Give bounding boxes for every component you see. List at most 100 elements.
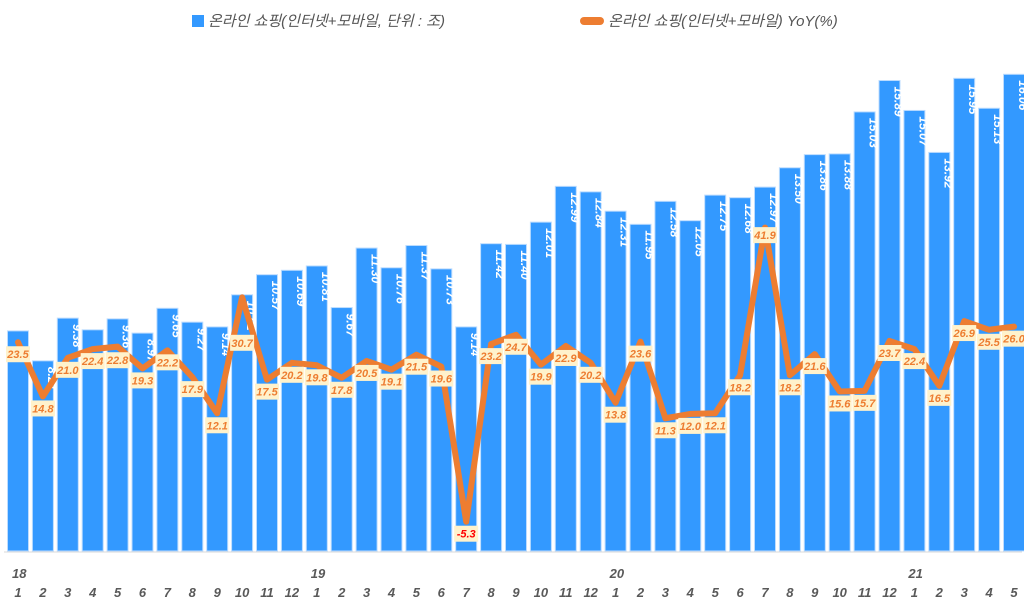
year-label: 21	[907, 566, 922, 581]
yoy-data-label: 15.6	[829, 398, 851, 410]
bar	[81, 329, 104, 552]
yoy-label-box	[279, 366, 304, 383]
bar-data-label: 11.95	[643, 230, 657, 259]
x-tick-label: 9	[214, 585, 222, 600]
yoy-label-box	[553, 349, 578, 366]
bar	[853, 111, 876, 552]
x-tick-label: 8	[487, 585, 495, 600]
x-tick-label: 5	[712, 585, 720, 600]
legend-item-line: 온라인 쇼핑(인터넷+모바일) YoY(%)	[580, 10, 838, 31]
bar	[106, 318, 129, 552]
x-tick-label: 11	[858, 585, 872, 600]
bar	[380, 267, 403, 552]
bar	[256, 274, 278, 552]
x-tick-label: 4	[686, 585, 695, 600]
yoy-data-label: 11.3	[655, 425, 676, 437]
yoy-label-box	[105, 352, 130, 369]
yoy-label-box	[628, 345, 653, 362]
yoy-data-label: 18.2	[729, 382, 750, 394]
bar-data-label: 15.89	[892, 87, 906, 117]
bar-data-label: 9.36	[120, 325, 134, 349]
bar-data-label: 15.03	[867, 118, 881, 148]
yoy-data-label: 22.8	[106, 355, 129, 367]
yoy-data-label: 19.6	[431, 374, 453, 386]
x-tick-label: 6	[438, 585, 446, 600]
yoy-label-box	[777, 379, 802, 396]
x-tick-label: 12	[882, 585, 897, 600]
bar-data-label: 15.95	[966, 84, 980, 114]
bar-data-label: 12.84	[593, 198, 607, 228]
yoy-label-box	[653, 422, 678, 439]
bar-data-label: 12.99	[568, 192, 582, 222]
yoy-label-box	[703, 417, 728, 434]
legend: 온라인 쇼핑(인터넷+모바일, 단위 : 조) 온라인 쇼핑(인터넷+모바일) …	[0, 6, 1024, 32]
x-tick-label: 8	[189, 585, 197, 600]
bar-data-label: 12.97	[767, 193, 781, 224]
x-tick-label: 4	[387, 585, 396, 600]
yoy-data-label: 14.8	[32, 403, 54, 415]
yoy-data-label: 23.7	[878, 348, 901, 360]
yoy-data-label: 12.0	[680, 421, 702, 433]
bar-data-label: 10.81	[319, 272, 333, 302]
yoy-data-label: 17.9	[182, 384, 204, 396]
bar	[754, 186, 776, 552]
bar	[928, 151, 951, 552]
bar-data-label: 10.76	[394, 274, 408, 304]
yoy-data-label: 20.2	[280, 370, 302, 382]
x-tick-label: 2	[337, 585, 346, 600]
yoy-data-label: 24.7	[504, 342, 527, 354]
legend-item-bars: 온라인 쇼핑(인터넷+모바일, 단위 : 조)	[192, 10, 445, 31]
bar-data-label: 13.92	[941, 158, 955, 188]
bar-data-label: 15.07	[916, 116, 930, 147]
x-tick-label: 10	[235, 585, 250, 600]
bar	[206, 326, 229, 552]
bar	[953, 77, 976, 552]
yoy-data-label: 15.7	[854, 398, 876, 410]
yoy-label-box	[205, 417, 230, 434]
yoy-data-label: 19.1	[381, 377, 402, 389]
x-tick-label: 4	[984, 585, 993, 600]
x-tick-label: 2	[636, 585, 645, 600]
yoy-data-label: 19.8	[306, 372, 328, 384]
bar-data-label: 12.58	[667, 207, 681, 237]
bar	[704, 194, 727, 552]
x-tick-label: 1	[911, 585, 918, 600]
yoy-label-box	[255, 383, 279, 400]
yoy-label-box	[504, 338, 528, 355]
x-tick-label: 4	[88, 585, 97, 600]
yoy-data-label: 22.4	[903, 356, 925, 368]
x-tick-label: 6	[736, 585, 744, 600]
yoy-label-box	[1002, 330, 1024, 347]
yoy-label-box	[852, 394, 877, 411]
yoy-data-label: 21.5	[405, 362, 428, 374]
yoy-data-label: 12.1	[704, 420, 725, 432]
yoy-label-box	[877, 344, 902, 361]
bar-data-label: 9.14	[468, 333, 482, 357]
bar	[878, 80, 901, 552]
yoy-data-label: 23.5	[6, 349, 29, 361]
x-tick-label: 12	[583, 585, 598, 600]
yoy-data-label: 20.2	[579, 370, 601, 382]
bar-data-label: 15.13	[991, 114, 1005, 144]
x-tick-label: 5	[114, 585, 122, 600]
yoy-label-box	[230, 334, 255, 351]
x-tick-label: 3	[363, 585, 371, 600]
bar-data-label: 11.37	[418, 251, 432, 281]
x-tick-label: 3	[64, 585, 72, 600]
bar	[828, 153, 851, 552]
x-tick-label: 1	[14, 585, 21, 600]
bar	[330, 307, 353, 552]
bar	[903, 109, 926, 552]
yoy-data-label: 22.9	[554, 353, 577, 365]
bar-data-label: 9.67	[344, 314, 358, 339]
yoy-label-box	[528, 368, 553, 385]
yoy-label-box	[180, 381, 205, 398]
bar-data-label: 12.05	[692, 227, 706, 257]
yoy-label-box	[379, 373, 404, 390]
bar-data-label: 10.69	[294, 276, 308, 306]
yoy-label-box	[479, 348, 504, 365]
yoy-label-box	[802, 358, 827, 375]
bar-data-label: 9.27	[194, 328, 208, 353]
year-label: 19	[311, 566, 326, 581]
